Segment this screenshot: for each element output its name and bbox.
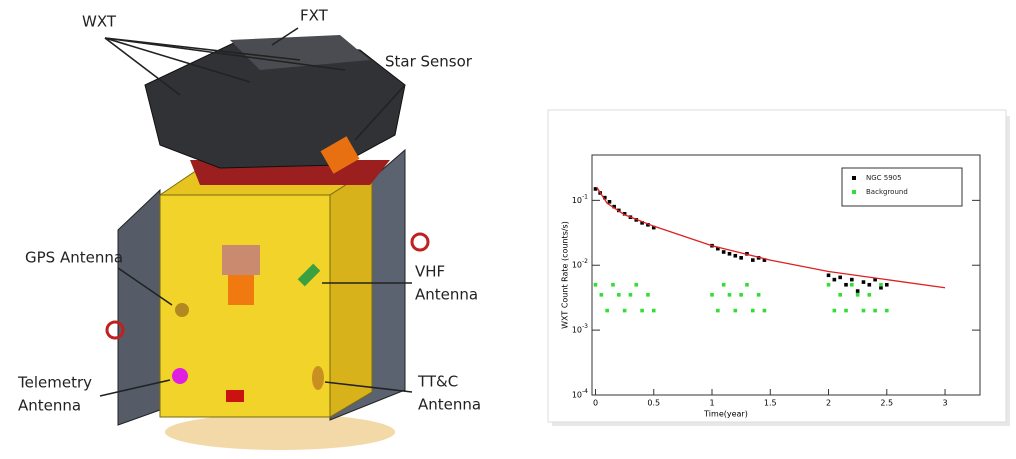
data-point [838, 293, 842, 297]
data-point [855, 293, 860, 297]
data-point [593, 187, 598, 191]
data-point [867, 293, 872, 297]
data-point [605, 308, 609, 313]
data-point [733, 253, 738, 258]
data-point [651, 308, 656, 313]
data-point [716, 246, 720, 251]
legend-box [841, 167, 963, 207]
exponent: -3 [582, 323, 588, 330]
data-point [628, 293, 633, 297]
data-point [884, 308, 889, 313]
callout-label: Telemetry [17, 374, 92, 392]
data-point [739, 256, 743, 260]
data-point [611, 282, 615, 287]
data-point [721, 282, 726, 287]
data-point [745, 282, 749, 287]
data-point [861, 308, 866, 313]
data-point [844, 282, 848, 287]
x-axis-label: Time(year) [703, 410, 748, 419]
y-axis-label: WXT Count Rate (counts/s) [561, 221, 570, 329]
x-tick-label: 2 [826, 399, 831, 408]
data-point [603, 195, 607, 200]
data-point [710, 293, 714, 297]
data-point [826, 282, 831, 287]
callout-label: Star Sensor [385, 53, 473, 71]
data-point [646, 222, 650, 227]
data-point [727, 293, 732, 297]
callout-label: WXT [82, 13, 117, 31]
data-point [867, 282, 872, 287]
data-point [879, 282, 883, 287]
model-line [596, 186, 946, 289]
callout-label: VHF [415, 263, 445, 281]
callout-label: GPS Antenna [25, 249, 123, 267]
data-point [838, 275, 842, 280]
data-point [861, 280, 866, 284]
data-point [884, 282, 889, 287]
data-point [651, 225, 656, 230]
data-point [733, 308, 738, 313]
x-tick-label: 0 [593, 399, 598, 408]
data-point [612, 204, 616, 209]
callout-arrows [99, 27, 413, 397]
legend-swatch [852, 190, 856, 194]
callout-label: TT&C [417, 373, 458, 391]
data-point [826, 273, 831, 278]
callout-label: FXT [300, 7, 329, 25]
data-point [844, 308, 848, 313]
data-point [599, 293, 604, 297]
x-tick-label: 2.5 [880, 399, 893, 408]
x-tick-label: 0.5 [647, 399, 660, 408]
legend-swatch [852, 176, 856, 180]
exponent: -2 [582, 258, 588, 265]
data-point [832, 308, 837, 313]
data-point [593, 282, 598, 287]
data-point [739, 293, 743, 297]
data-point [850, 277, 854, 282]
chart: 0 0.5 1 1.5 2 2.5 310-410-310-210-1Time(year)W… [561, 154, 981, 419]
callout-label: Antenna [18, 397, 81, 415]
plot-frame [591, 154, 981, 396]
data-point [832, 277, 837, 282]
data-point [640, 308, 644, 313]
callout-label: Antenna [415, 286, 478, 304]
data-point [727, 252, 732, 256]
data-point [721, 250, 726, 254]
data-point [762, 258, 767, 262]
legend-label: Background [866, 188, 908, 196]
callout-label: Antenna [418, 396, 481, 414]
data-point [873, 308, 877, 313]
data-point [622, 212, 627, 216]
data-point [873, 277, 877, 282]
data-point [607, 199, 612, 204]
labels: WXT FXT Star Sensor GPS Antenna VHF Antenna Te… [17, 7, 481, 415]
data-point [616, 293, 621, 297]
satellite-drawing [105, 35, 430, 450]
chart-panel [547, 109, 1010, 426]
legend-label: NGC 5905 [866, 174, 902, 182]
data-point [750, 308, 755, 313]
x-tick-label: 1.5 [764, 399, 777, 408]
exponent: -4 [582, 388, 588, 395]
data-point [634, 282, 639, 287]
exponent: -1 [582, 193, 588, 200]
x-tick-label: 3 [942, 399, 947, 408]
data-point [716, 308, 720, 313]
data-point [850, 282, 854, 287]
x-tick-label: 1 [709, 399, 714, 408]
data-point [622, 308, 627, 313]
data-point [646, 293, 650, 297]
data-point [756, 293, 761, 297]
data-point [762, 308, 767, 313]
data-point [879, 285, 883, 290]
data-point [640, 221, 644, 225]
data-point [750, 258, 755, 262]
data-point [855, 289, 860, 293]
